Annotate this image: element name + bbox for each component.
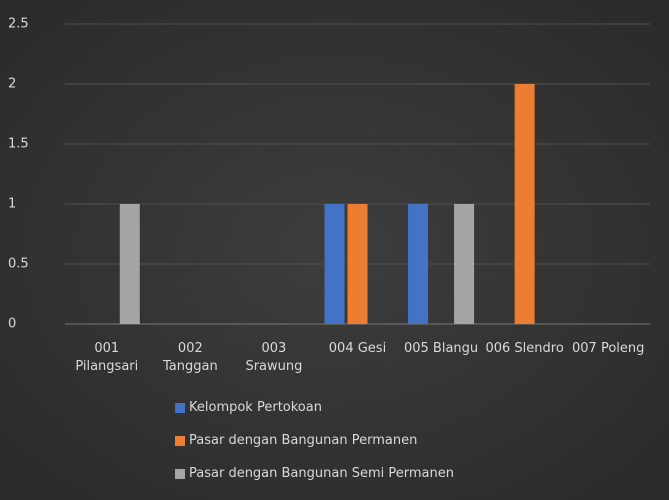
bar	[347, 204, 368, 324]
x-tick-label: 007 Poleng	[572, 341, 645, 356]
x-tick-label: 006 Slendro	[485, 341, 564, 356]
legend-swatch	[175, 435, 185, 446]
bar	[454, 204, 475, 324]
legend-swatch	[175, 402, 185, 413]
x-tick-label: 003 Srawung	[245, 341, 303, 374]
bar	[408, 204, 429, 324]
bar	[514, 84, 535, 324]
x-tick-label: 004 Gesi	[328, 341, 387, 356]
y-tick-label: 1.5	[8, 137, 29, 152]
x-tick-label: 001 Pilangsari	[75, 341, 139, 374]
bar	[119, 204, 140, 324]
x-tick-label: 005 Blangu	[403, 341, 479, 356]
legend-swatch	[175, 468, 185, 479]
bar	[324, 204, 345, 324]
legend-item: Pasar dengan Bangunan Permanen	[175, 433, 417, 448]
y-tick-label: 0	[8, 317, 16, 332]
legend-label: Kelompok Pertokoan	[189, 400, 322, 415]
y-tick-label: 0.5	[8, 257, 29, 272]
y-tick-label: 1	[8, 197, 16, 212]
y-tick-label: 2	[8, 77, 16, 92]
legend-item: Kelompok Pertokoan	[175, 400, 322, 415]
legend-label: Pasar dengan Bangunan Semi Permanen	[189, 466, 454, 481]
x-tick-label: 002 Tanggan	[162, 341, 218, 374]
legend-item: Pasar dengan Bangunan Semi Permanen	[175, 466, 454, 481]
legend-label: Pasar dengan Bangunan Permanen	[189, 433, 418, 448]
y-tick-label: 2.5	[8, 17, 29, 32]
